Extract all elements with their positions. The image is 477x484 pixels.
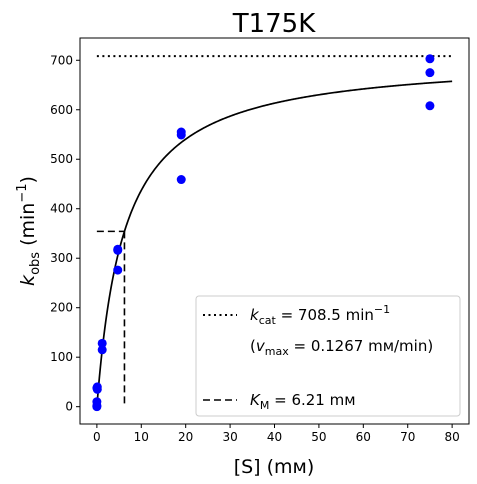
legend-vmax-entry: (vmax = 0.1267 mм/min) <box>250 337 433 358</box>
legend: kcat = 708.5 min−1 (vmax = 0.1267 mм/min… <box>195 295 461 417</box>
x-tick-label: 30 <box>222 430 237 444</box>
y-axis-label-unit: (min <box>17 203 39 252</box>
axis-ticks: 0 10 20 30 40 50 60 70 80 0 100 200 300 400 500 600 700 <box>50 53 460 444</box>
y-axis-label: kobs (min−1) <box>15 176 43 286</box>
chart-title: T175K <box>232 9 317 39</box>
legend-km-entry: KM = 6.21 mм <box>250 391 356 412</box>
y-tick-label: 500 <box>50 152 73 166</box>
data-point <box>113 245 123 255</box>
x-axis-label: [S] (mм) <box>234 456 315 478</box>
y-tick-label: 0 <box>65 400 73 414</box>
y-axis-label-close: ) <box>17 176 39 183</box>
x-tick-label: 0 <box>93 430 101 444</box>
y-axis-label-k: k <box>17 274 39 286</box>
data-point <box>425 68 435 78</box>
legend-kcat-sub: cat <box>259 314 277 327</box>
data-point <box>92 384 102 394</box>
michaelis-menten-fit-curve <box>96 80 453 407</box>
data-point <box>97 345 107 355</box>
y-tick-label: 300 <box>50 251 73 265</box>
y-tick-label: 400 <box>50 202 73 216</box>
y-axis-label-sub: obs <box>28 252 43 275</box>
data-point <box>425 101 435 111</box>
legend-kcat-k: k <box>250 306 260 324</box>
legend-kcat-sup: −1 <box>374 303 390 316</box>
data-point <box>176 130 186 140</box>
y-tick-label: 600 <box>50 103 73 117</box>
data-point <box>97 338 107 348</box>
x-tick-label: 50 <box>311 430 326 444</box>
data-point <box>176 175 186 185</box>
legend-vmax-sub: max <box>265 345 289 358</box>
legend-vmax-v: v <box>256 337 266 355</box>
y-axis-label-sup: −1 <box>15 183 30 202</box>
y-tick-label: 100 <box>50 350 73 364</box>
x-tick-label: 40 <box>267 430 282 444</box>
legend-km-k: K <box>250 391 261 409</box>
data-point <box>425 54 435 64</box>
x-tick-label: 70 <box>400 430 415 444</box>
x-tick-label: 20 <box>178 430 193 444</box>
legend-box <box>195 295 461 417</box>
y-tick-label: 200 <box>50 301 73 315</box>
legend-kcat-entry: kcat = 708.5 min−1 <box>250 303 390 327</box>
legend-vmax-text: = 0.1267 mм/min) <box>289 337 433 355</box>
legend-vmax-open: ( <box>250 337 256 355</box>
legend-km-sub: M <box>260 399 270 412</box>
data-point <box>113 265 123 275</box>
data-point <box>92 397 102 407</box>
legend-km-text: = 6.21 mм <box>269 391 355 409</box>
y-tick-label: 700 <box>50 53 73 67</box>
x-tick-label: 80 <box>444 430 459 444</box>
plot-area <box>92 54 453 412</box>
legend-kcat-text: = 708.5 min <box>276 306 374 324</box>
x-tick-label: 10 <box>134 430 149 444</box>
x-tick-label: 60 <box>356 430 371 444</box>
